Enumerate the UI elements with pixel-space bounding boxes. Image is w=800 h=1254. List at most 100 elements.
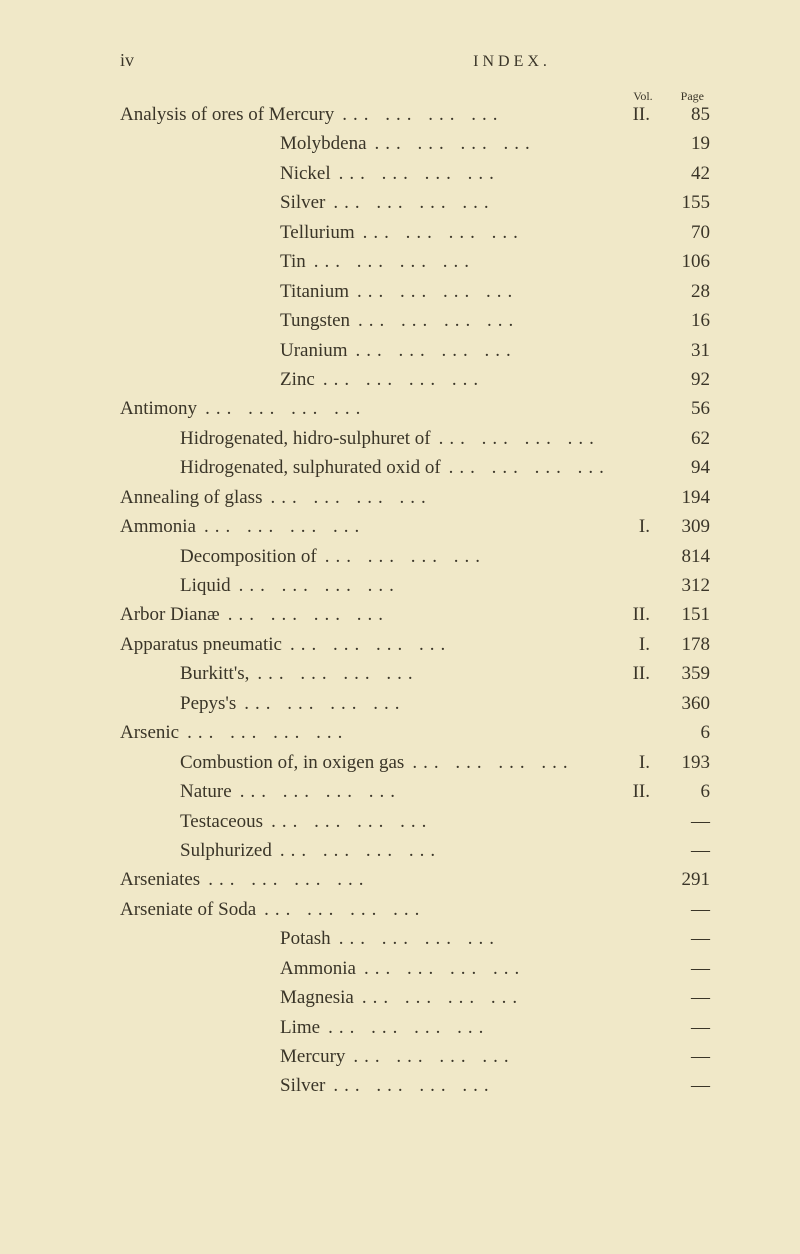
index-entry: Uranium... ... ... ...31 <box>120 336 710 365</box>
leader-dots: ... ... ... ... <box>441 453 632 482</box>
entry-label: Hidrogenated, hidro-sulphuret of <box>120 424 431 453</box>
leader-dots: ... ... ... ... <box>354 983 632 1012</box>
entry-vol: I. <box>632 630 664 659</box>
entry-label: Magnesia <box>120 983 354 1012</box>
index-entry: Burkitt's,... ... ... ...II.359 <box>120 659 710 688</box>
index-entry: Decomposition of... ... ... ...814 <box>120 542 710 571</box>
entry-page: 360 <box>664 689 710 718</box>
entry-page: 193 <box>664 748 710 777</box>
leader-dots: ... ... ... ... <box>262 483 632 512</box>
index-entry: Antimony... ... ... ...56 <box>120 394 710 423</box>
entry-label: Arseniates <box>120 865 200 894</box>
index-entry: Hidrogenated, hidro-sulphuret of... ... … <box>120 424 710 453</box>
leader-dots: ... ... ... ... <box>317 542 632 571</box>
entry-label: Burkitt's, <box>120 659 249 688</box>
entry-vol: II. <box>632 600 664 629</box>
entry-page: 28 <box>664 277 710 306</box>
entry-page: 309 <box>664 512 710 541</box>
leader-dots: ... ... ... ... <box>315 365 632 394</box>
leader-dots: ... ... ... ... <box>249 659 632 688</box>
entry-page: 151 <box>664 600 710 629</box>
entry-page: 178 <box>664 630 710 659</box>
entry-label: Molybdena <box>120 129 367 158</box>
entry-page: 19 <box>664 129 710 158</box>
entry-page: — <box>664 954 710 983</box>
entry-label: Nature <box>120 777 232 806</box>
entry-label: Ammonia <box>120 954 356 983</box>
entry-page: — <box>664 1013 710 1042</box>
leader-dots: ... ... ... ... <box>331 924 632 953</box>
leader-dots: ... ... ... ... <box>272 836 632 865</box>
entry-label: Nickel <box>120 159 331 188</box>
index-entry: Nature... ... ... ...II.6 <box>120 777 710 806</box>
entry-label: Silver <box>120 1071 325 1100</box>
index-entry: Potash... ... ... ... — <box>120 924 710 953</box>
entry-page: 312 <box>664 571 710 600</box>
entry-label: Silver <box>120 188 325 217</box>
index-entry: Nickel... ... ... ... 42 <box>120 159 710 188</box>
entry-label: Arbor Dianæ <box>120 600 220 629</box>
index-entry: Tin... ... ... ...106 <box>120 247 710 276</box>
index-entry: Apparatus pneumatic... ... ... ...I.178 <box>120 630 710 659</box>
leader-dots: ... ... ... ... <box>325 188 632 217</box>
entry-label: Potash <box>120 924 331 953</box>
index-entry: Mercury... ... ... ...— <box>120 1042 710 1071</box>
entry-label: Apparatus pneumatic <box>120 630 282 659</box>
index-entry: Silver... ... ... ... 155 <box>120 188 710 217</box>
entry-page: — <box>664 1042 710 1071</box>
entry-page: 42 <box>664 159 710 188</box>
leader-dots: ... ... ... ... <box>231 571 632 600</box>
entry-label: Testaceous <box>120 807 263 836</box>
leader-dots: ... ... ... ... <box>404 748 632 777</box>
index-entry: Hidrogenated, sulphurated oxid of... ...… <box>120 453 710 482</box>
entry-page: — <box>664 1071 710 1100</box>
index-entry: Annealing of glass... ... ... ...194 <box>120 483 710 512</box>
leader-dots: ... ... ... ... <box>179 718 632 747</box>
leader-dots: ... ... ... ... <box>320 1013 632 1042</box>
entry-label: Lime <box>120 1013 320 1042</box>
index-entry: Magnesia... ... ... ... — <box>120 983 710 1012</box>
index-entry: Liquid... ... ... ...312 <box>120 571 710 600</box>
entry-page: 70 <box>664 218 710 247</box>
entry-page: 16 <box>664 306 710 335</box>
leader-dots: ... ... ... ... <box>356 954 632 983</box>
entry-page: 194 <box>664 483 710 512</box>
entry-page: 155 <box>664 188 710 217</box>
index-entry: Lime... ... ... ... — <box>120 1013 710 1042</box>
index-entry: Analysis of ores of Mercury... ... ... .… <box>120 100 710 129</box>
entry-label: Analysis of ores of Mercury <box>120 100 334 129</box>
entry-label: Titanium <box>120 277 349 306</box>
entry-label: Uranium <box>120 336 348 365</box>
index-entry: Arseniates... ... ... ...291 <box>120 865 710 894</box>
header-row: iv INDEX. <box>120 50 710 75</box>
entry-page: — <box>664 924 710 953</box>
leader-dots: ... ... ... ... <box>350 306 632 335</box>
entry-vol: II. <box>632 659 664 688</box>
entry-page: 359 <box>664 659 710 688</box>
entry-page: — <box>664 983 710 1012</box>
entry-label: Arseniate of Soda <box>120 895 256 924</box>
entry-label: Hidrogenated, sulphurated oxid of <box>120 453 441 482</box>
index-entry: Pepys's... ... ... ...360 <box>120 689 710 718</box>
leader-dots: ... ... ... ... <box>306 247 632 276</box>
entry-label: Tungsten <box>120 306 350 335</box>
entry-page: — <box>664 807 710 836</box>
entry-page: 94 <box>664 453 710 482</box>
leader-dots: ... ... ... ... <box>325 1071 632 1100</box>
entry-page: — <box>664 895 710 924</box>
entry-page: 106 <box>664 247 710 276</box>
leader-dots: ... ... ... ... <box>196 512 632 541</box>
leader-dots: ... ... ... ... <box>431 424 632 453</box>
entry-page: 56 <box>664 394 710 423</box>
leader-dots: ... ... ... ... <box>349 277 632 306</box>
index-entry: Ammonia... ... ... ...I.309 <box>120 512 710 541</box>
index-entry: Tellurium... ... ... ...70 <box>120 218 710 247</box>
leader-dots: ... ... ... ... <box>197 394 632 423</box>
entry-label: Ammonia <box>120 512 196 541</box>
entry-label: Zinc <box>120 365 315 394</box>
entry-label: Arsenic <box>120 718 179 747</box>
entry-label: Combustion of, in oxigen gas <box>120 748 404 777</box>
index-entry: Arsenic... ... ... ...6 <box>120 718 710 747</box>
leader-dots: ... ... ... ... <box>331 159 632 188</box>
index-entry: Testaceous... ... ... ...— <box>120 807 710 836</box>
